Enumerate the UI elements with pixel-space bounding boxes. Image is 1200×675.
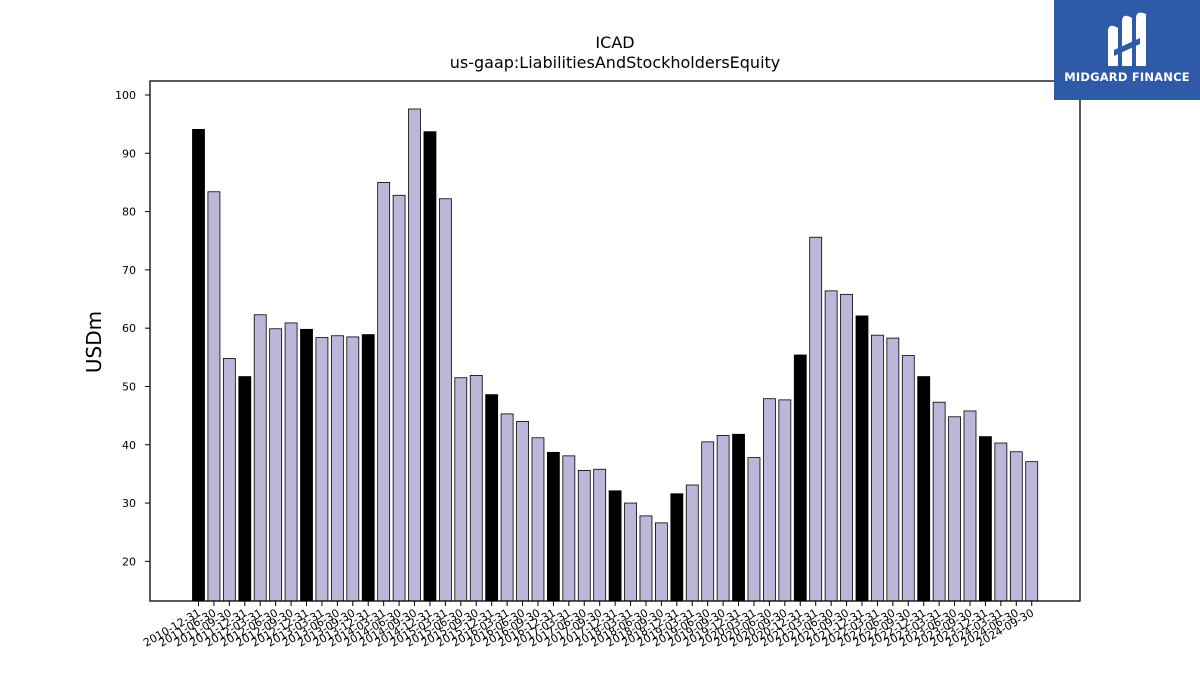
bar-2024-03-31 (994, 442, 1008, 602)
bar-2015-03-31 (438, 198, 452, 602)
bar-2018-09-30 (655, 522, 668, 602)
bar-2023-09-30 (963, 410, 977, 602)
plot-frame (149, 80, 1081, 602)
bar-2014-06-30 (392, 194, 406, 602)
bar-2016-03-31 (500, 413, 514, 602)
y-tick-label: 60 (122, 322, 136, 335)
y-tick-label: 70 (122, 264, 136, 277)
bar-2013-06-30 (330, 335, 344, 602)
bar-2021-12-31 (855, 315, 869, 602)
bar-2017-06-30 (577, 470, 591, 602)
bar-2023-03-31 (932, 401, 946, 602)
bar-2022-06-30 (886, 337, 900, 602)
bar-2021-03-31 (809, 236, 823, 602)
bar-2014-09-30 (408, 108, 421, 602)
y-axis-label: USDm (82, 311, 106, 373)
midgard-logo-icon (1108, 12, 1146, 67)
bar-2013-03-31 (315, 337, 329, 602)
chart-subtitle: us-gaap:LiabilitiesAndStockholdersEquity (450, 53, 781, 72)
bar-2019-09-30 (716, 435, 730, 602)
bar-2023-06-30 (948, 416, 961, 602)
bar-2020-09-30 (778, 399, 792, 602)
bar-2018-03-31 (624, 502, 637, 602)
bar-2018-06-30 (639, 515, 653, 602)
bar-2014-12-31 (423, 131, 437, 602)
bar-2013-12-31 (361, 334, 375, 602)
y-tick-label: 100 (115, 89, 136, 102)
bar-2013-09-30 (346, 336, 360, 602)
bar-2011-09-30 (222, 358, 236, 602)
brand-logo: MIDGARD FINANCE (1054, 0, 1200, 100)
bar-2024-09-30 (1025, 461, 1039, 602)
bar-2015-06-30 (454, 377, 468, 602)
bar-2021-06-30 (824, 290, 838, 602)
bar-2020-06-30 (763, 398, 776, 602)
bar-2019-06-30 (701, 441, 715, 602)
bar-2017-03-31 (562, 455, 576, 602)
bar-2017-12-31 (608, 490, 622, 602)
bar-2012-06-30 (269, 328, 283, 602)
y-tick-label: 80 (122, 206, 136, 219)
bar-2019-03-31 (685, 484, 699, 602)
y-tick-label: 40 (122, 439, 136, 452)
bar-2017-09-30 (593, 468, 607, 602)
bar-2016-12-31 (546, 451, 560, 602)
x-ticks-group: 2010-12-312011-06-302011-09-302011-12-31… (141, 601, 1036, 650)
bar-2021-09-30 (840, 293, 853, 602)
y-tick-label: 90 (122, 147, 136, 160)
bar-2016-09-30 (531, 437, 545, 602)
bars-group (192, 108, 1039, 602)
brand-name: MIDGARD FINANCE (1064, 70, 1190, 84)
bar-2022-03-31 (871, 334, 884, 602)
bar-2023-12-31 (979, 436, 992, 602)
chart-title: ICAD (595, 33, 634, 52)
bar-2020-12-31 (793, 354, 807, 602)
bar-2014-03-31 (377, 182, 391, 602)
y-tick-label: 50 (122, 380, 136, 393)
y-tick-label: 20 (122, 555, 136, 568)
bar-2010-12-31 (192, 128, 205, 602)
bar-2016-06-30 (516, 421, 529, 602)
bar-2012-03-31 (253, 314, 267, 602)
bar-2022-09-30 (901, 355, 915, 602)
y-ticks-group: 20 30 40 50 60 70 80 90 100 (115, 89, 150, 568)
bar-2018-12-31 (670, 493, 684, 602)
bar-2011-06-30 (207, 191, 221, 602)
bar-2024-06-30 (1009, 451, 1023, 602)
bar-2011-12-31 (238, 376, 252, 602)
bar-2012-12-31 (300, 328, 313, 602)
bar-2022-12-31 (917, 376, 931, 602)
bar-2015-09-30 (469, 374, 483, 602)
bar-2020-03-31 (747, 457, 761, 602)
bar-2019-12-31 (732, 433, 745, 602)
bar-2012-09-30 (284, 322, 298, 602)
y-tick-label: 30 (122, 497, 136, 510)
bar-2015-12-31 (485, 394, 499, 602)
